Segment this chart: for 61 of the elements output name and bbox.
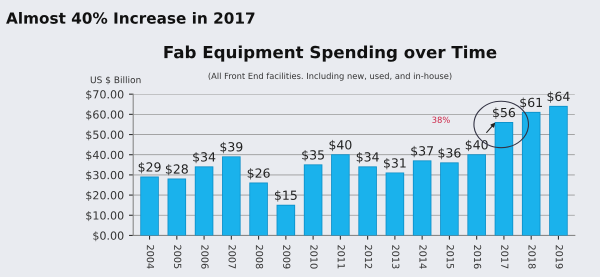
y-tick-label: $0.00 [93, 231, 124, 242]
x-tick-label: 2018 [528, 245, 536, 269]
bar [249, 182, 268, 236]
x-tick-label: 2004 [146, 245, 154, 269]
data-label: $26 [248, 168, 270, 180]
data-label: $28 [166, 164, 188, 176]
y-tick-label: $20.00 [86, 190, 124, 201]
y-axis-title: US $ Billion [90, 76, 141, 84]
data-label: $64 [548, 91, 570, 103]
x-tick-label: 2012 [364, 245, 372, 268]
data-label: $36 [438, 148, 461, 160]
data-label: $61 [520, 97, 542, 109]
data-label: $39 [220, 142, 242, 154]
data-label: $56 [493, 108, 516, 119]
x-tick-label: 2006 [201, 245, 209, 269]
bar [440, 162, 459, 236]
data-label: $37 [411, 146, 434, 158]
bar [222, 156, 241, 236]
y-tick-label: $50.00 [86, 130, 124, 140]
x-tick-label: 2019 [556, 245, 563, 269]
bar [386, 172, 404, 236]
y-tick-label: $40.00 [86, 150, 124, 161]
x-tick-label: 2010 [310, 245, 318, 269]
x-tick-label: 2017 [501, 245, 508, 268]
y-tick-label: $10.00 [86, 211, 124, 222]
data-label: $40 [329, 140, 352, 152]
x-tick-label: 2014 [419, 245, 427, 269]
bar [304, 164, 322, 236]
bar [549, 106, 568, 236]
x-tick-label: 2005 [174, 245, 182, 268]
data-label: $29 [138, 162, 161, 174]
bar [494, 122, 514, 236]
bar [412, 160, 432, 236]
data-label: $34 [193, 152, 216, 164]
bar [140, 176, 159, 236]
data-label: $34 [356, 152, 379, 164]
y-tick-label: $70.00 [86, 90, 124, 100]
bar [276, 204, 296, 236]
annotation: 38% [432, 116, 450, 123]
x-tick-label: 2008 [256, 245, 264, 269]
chart-title: Fab Equipment Spending over Time [164, 46, 496, 62]
data-label: $31 [384, 158, 406, 170]
text: Almost 40% Increase in 2017 [6, 12, 254, 24]
chart-subtitle: (All Front End facilities. Including new, used, and in-house) [208, 72, 452, 81]
data-label: $35 [302, 150, 324, 162]
bar [168, 178, 186, 236]
y-tick-label: $30.00 [86, 170, 124, 181]
x-tick-label: 2013 [392, 245, 400, 268]
x-tick-label: 2011 [338, 245, 345, 268]
y-tick-label: $60.00 [86, 110, 124, 120]
bar [467, 154, 486, 236]
data-label: $15 [274, 190, 297, 202]
bar [358, 166, 377, 236]
data-label: $40 [466, 140, 488, 152]
x-tick-label: 2007 [228, 245, 236, 268]
x-tick-label: 2015 [446, 245, 454, 268]
bar [522, 112, 540, 236]
x-tick-label: 2016 [474, 245, 482, 269]
bar [194, 166, 214, 236]
x-tick-label: 2009 [283, 245, 290, 269]
bar [331, 154, 350, 236]
